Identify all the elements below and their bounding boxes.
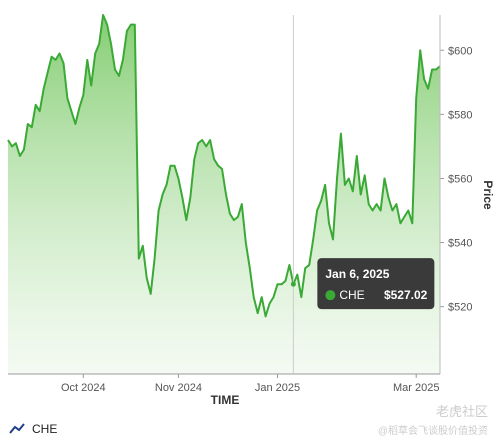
legend-label: CHE [32, 422, 57, 436]
hover-point [290, 281, 296, 287]
y-tick-label: $560 [448, 173, 472, 185]
x-axis-title: TIME [211, 393, 240, 407]
legend-icon [9, 423, 25, 434]
tooltip [317, 258, 435, 310]
tooltip-series: CHE [339, 288, 364, 302]
y-axis-title: Price [481, 180, 495, 210]
x-tick-label: Jan 2025 [255, 382, 300, 394]
y-tick-label: $540 [448, 238, 472, 250]
tooltip-title: Jan 6, 2025 [325, 267, 389, 281]
x-tick-label: Mar 2025 [393, 382, 439, 394]
x-tick-label: Oct 2024 [61, 382, 106, 394]
x-tick-label: Nov 2024 [155, 382, 202, 394]
line [7, 14, 441, 318]
y-tick-label: $600 [448, 45, 472, 57]
tooltip-value: $527.02 [384, 288, 428, 302]
watermark: 老虎社区 [436, 404, 488, 419]
y-tick-label: $520 [448, 302, 472, 314]
tooltip-dot [325, 290, 336, 301]
area [8, 15, 440, 374]
credit: @稻草会飞谈股价值投资 [378, 424, 488, 437]
y-tick-label: $580 [448, 109, 472, 121]
